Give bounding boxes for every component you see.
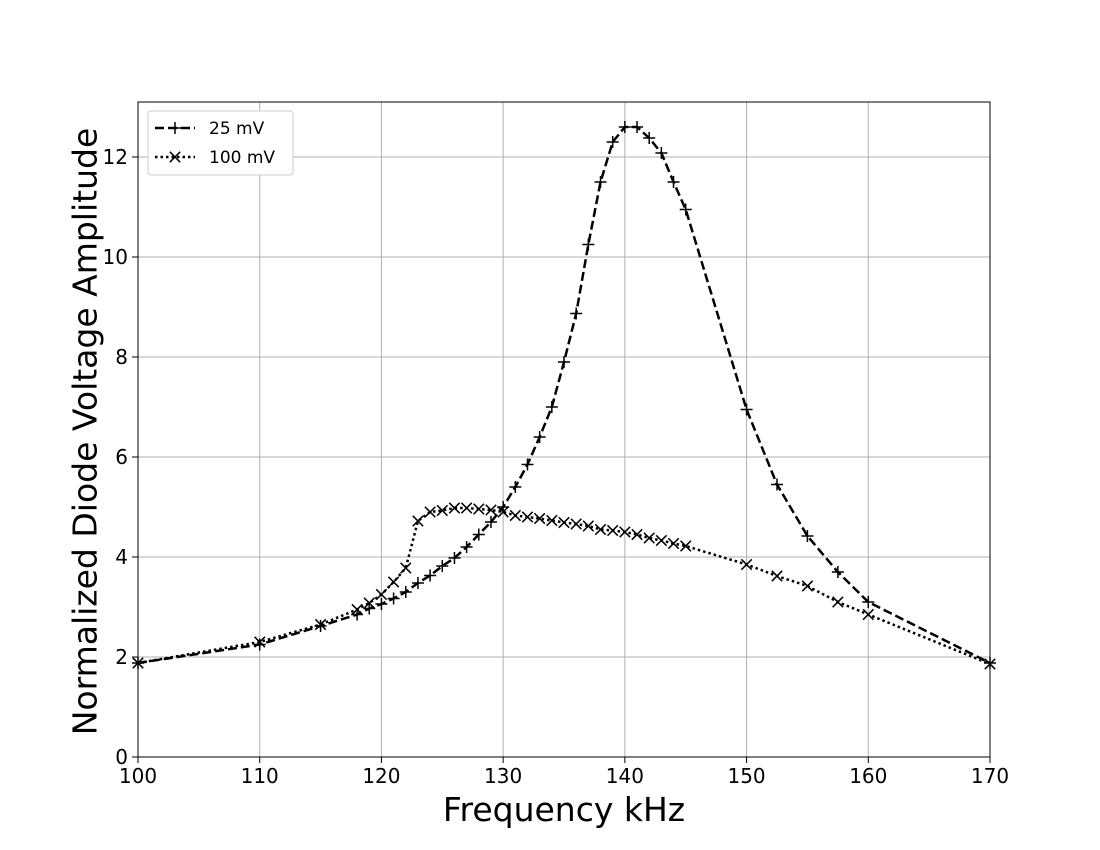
data-point-marker <box>667 537 680 550</box>
data-point-marker <box>436 504 449 517</box>
data-point-marker <box>862 596 875 608</box>
x-tick-label: 100 <box>119 764 157 788</box>
y-tick-label: 2 <box>115 645 128 669</box>
data-point-marker <box>618 121 631 133</box>
data-point-marker <box>375 588 388 601</box>
data-point-marker <box>253 638 266 651</box>
data-point-marker <box>801 530 814 542</box>
data-point-marker <box>655 147 668 159</box>
data-point-marker <box>473 503 485 515</box>
data-point-marker <box>631 528 643 541</box>
legend-marker <box>169 122 181 134</box>
data-point-marker <box>424 569 437 582</box>
legend-item: 100 mV <box>155 148 275 168</box>
data-point-marker <box>740 558 753 571</box>
data-point-marker <box>411 577 424 589</box>
x-tick-label: 170 <box>971 764 1009 788</box>
data-point-marker <box>619 526 631 538</box>
data-point-marker <box>831 566 844 578</box>
data-point-marker <box>533 512 546 525</box>
data-point-marker <box>771 478 783 491</box>
data-point-marker <box>448 502 461 514</box>
data-point-marker <box>460 502 473 514</box>
data-point-marker <box>509 509 522 522</box>
data-point-marker <box>424 506 436 518</box>
data-point-marker <box>460 541 473 553</box>
data-point-marker <box>570 307 583 320</box>
data-point-marker <box>546 514 558 527</box>
data-point-marker <box>400 562 412 574</box>
legend-label: 25 mV <box>209 119 265 139</box>
data-point-marker <box>533 431 546 443</box>
y-tick-label: 4 <box>115 545 128 569</box>
data-point-marker <box>253 636 266 648</box>
data-point-marker <box>740 403 753 416</box>
data-point-marker <box>606 136 619 148</box>
data-point-marker <box>801 580 814 592</box>
data-point-marker <box>558 516 570 529</box>
legend-label: 100 mV <box>209 148 275 168</box>
plot-frame <box>137 101 991 758</box>
x-tick-label: 120 <box>362 764 400 788</box>
data-point-marker <box>545 401 558 413</box>
y-tick-label: 0 <box>115 745 128 769</box>
y-tick-label: 12 <box>103 145 128 169</box>
legend-marker <box>169 151 181 163</box>
data-point-marker <box>448 552 461 564</box>
data-point-marker <box>679 540 692 552</box>
x-tick-label: 130 <box>484 764 522 788</box>
data-point-marker <box>375 598 388 610</box>
data-point-marker <box>521 458 534 471</box>
data-point-marker <box>387 576 400 588</box>
data-point-marker <box>412 515 424 527</box>
data-point-marker <box>485 504 497 516</box>
series-2 <box>132 502 996 670</box>
x-tick-label: 160 <box>849 764 887 788</box>
data-point-marker <box>606 524 619 537</box>
data-point-marker <box>509 481 522 493</box>
series-layer <box>132 121 996 670</box>
data-point-marker <box>582 238 595 251</box>
data-point-marker <box>771 570 783 582</box>
data-point-marker <box>594 523 607 536</box>
legend-item: 25 mV <box>155 119 265 139</box>
data-point-marker <box>363 602 376 615</box>
data-point-marker <box>436 560 449 572</box>
y-tick-label: 8 <box>115 345 128 369</box>
legend: 25 mV 100 mV <box>147 110 294 176</box>
data-point-marker <box>679 203 692 216</box>
data-point-marker <box>667 176 680 188</box>
data-point-marker <box>314 618 327 631</box>
data-point-marker <box>521 511 534 523</box>
y-tick-label: 6 <box>115 445 128 469</box>
y-tick-label: 10 <box>103 245 128 269</box>
x-tick-label: 140 <box>606 764 644 788</box>
data-point-marker <box>631 121 644 133</box>
data-point-marker <box>832 596 844 608</box>
data-point-marker <box>387 592 400 605</box>
data-point-marker <box>582 520 595 532</box>
data-point-marker <box>643 132 656 144</box>
data-point-marker <box>363 597 375 609</box>
data-point-marker <box>643 532 655 544</box>
data-point-marker <box>570 518 582 530</box>
x-tick-label: 150 <box>727 764 765 788</box>
data-point-marker <box>472 528 485 541</box>
axis-ticks: 100 110 120 130 140 150 160 170 0 2 4 6 8 10 12 <box>103 145 1010 788</box>
y-axis-label: Normalized Diode Voltage Amplitude <box>66 128 105 736</box>
data-point-marker <box>351 603 363 616</box>
data-point-marker <box>497 506 509 518</box>
data-point-marker <box>862 608 875 621</box>
data-point-marker <box>655 534 668 547</box>
data-point-marker <box>484 516 497 528</box>
x-tick-label: 110 <box>241 764 279 788</box>
data-point-marker <box>594 176 607 188</box>
data-point-marker <box>558 356 570 368</box>
x-axis-label: Frequency kHz <box>443 790 685 829</box>
data-point-marker <box>399 586 412 598</box>
